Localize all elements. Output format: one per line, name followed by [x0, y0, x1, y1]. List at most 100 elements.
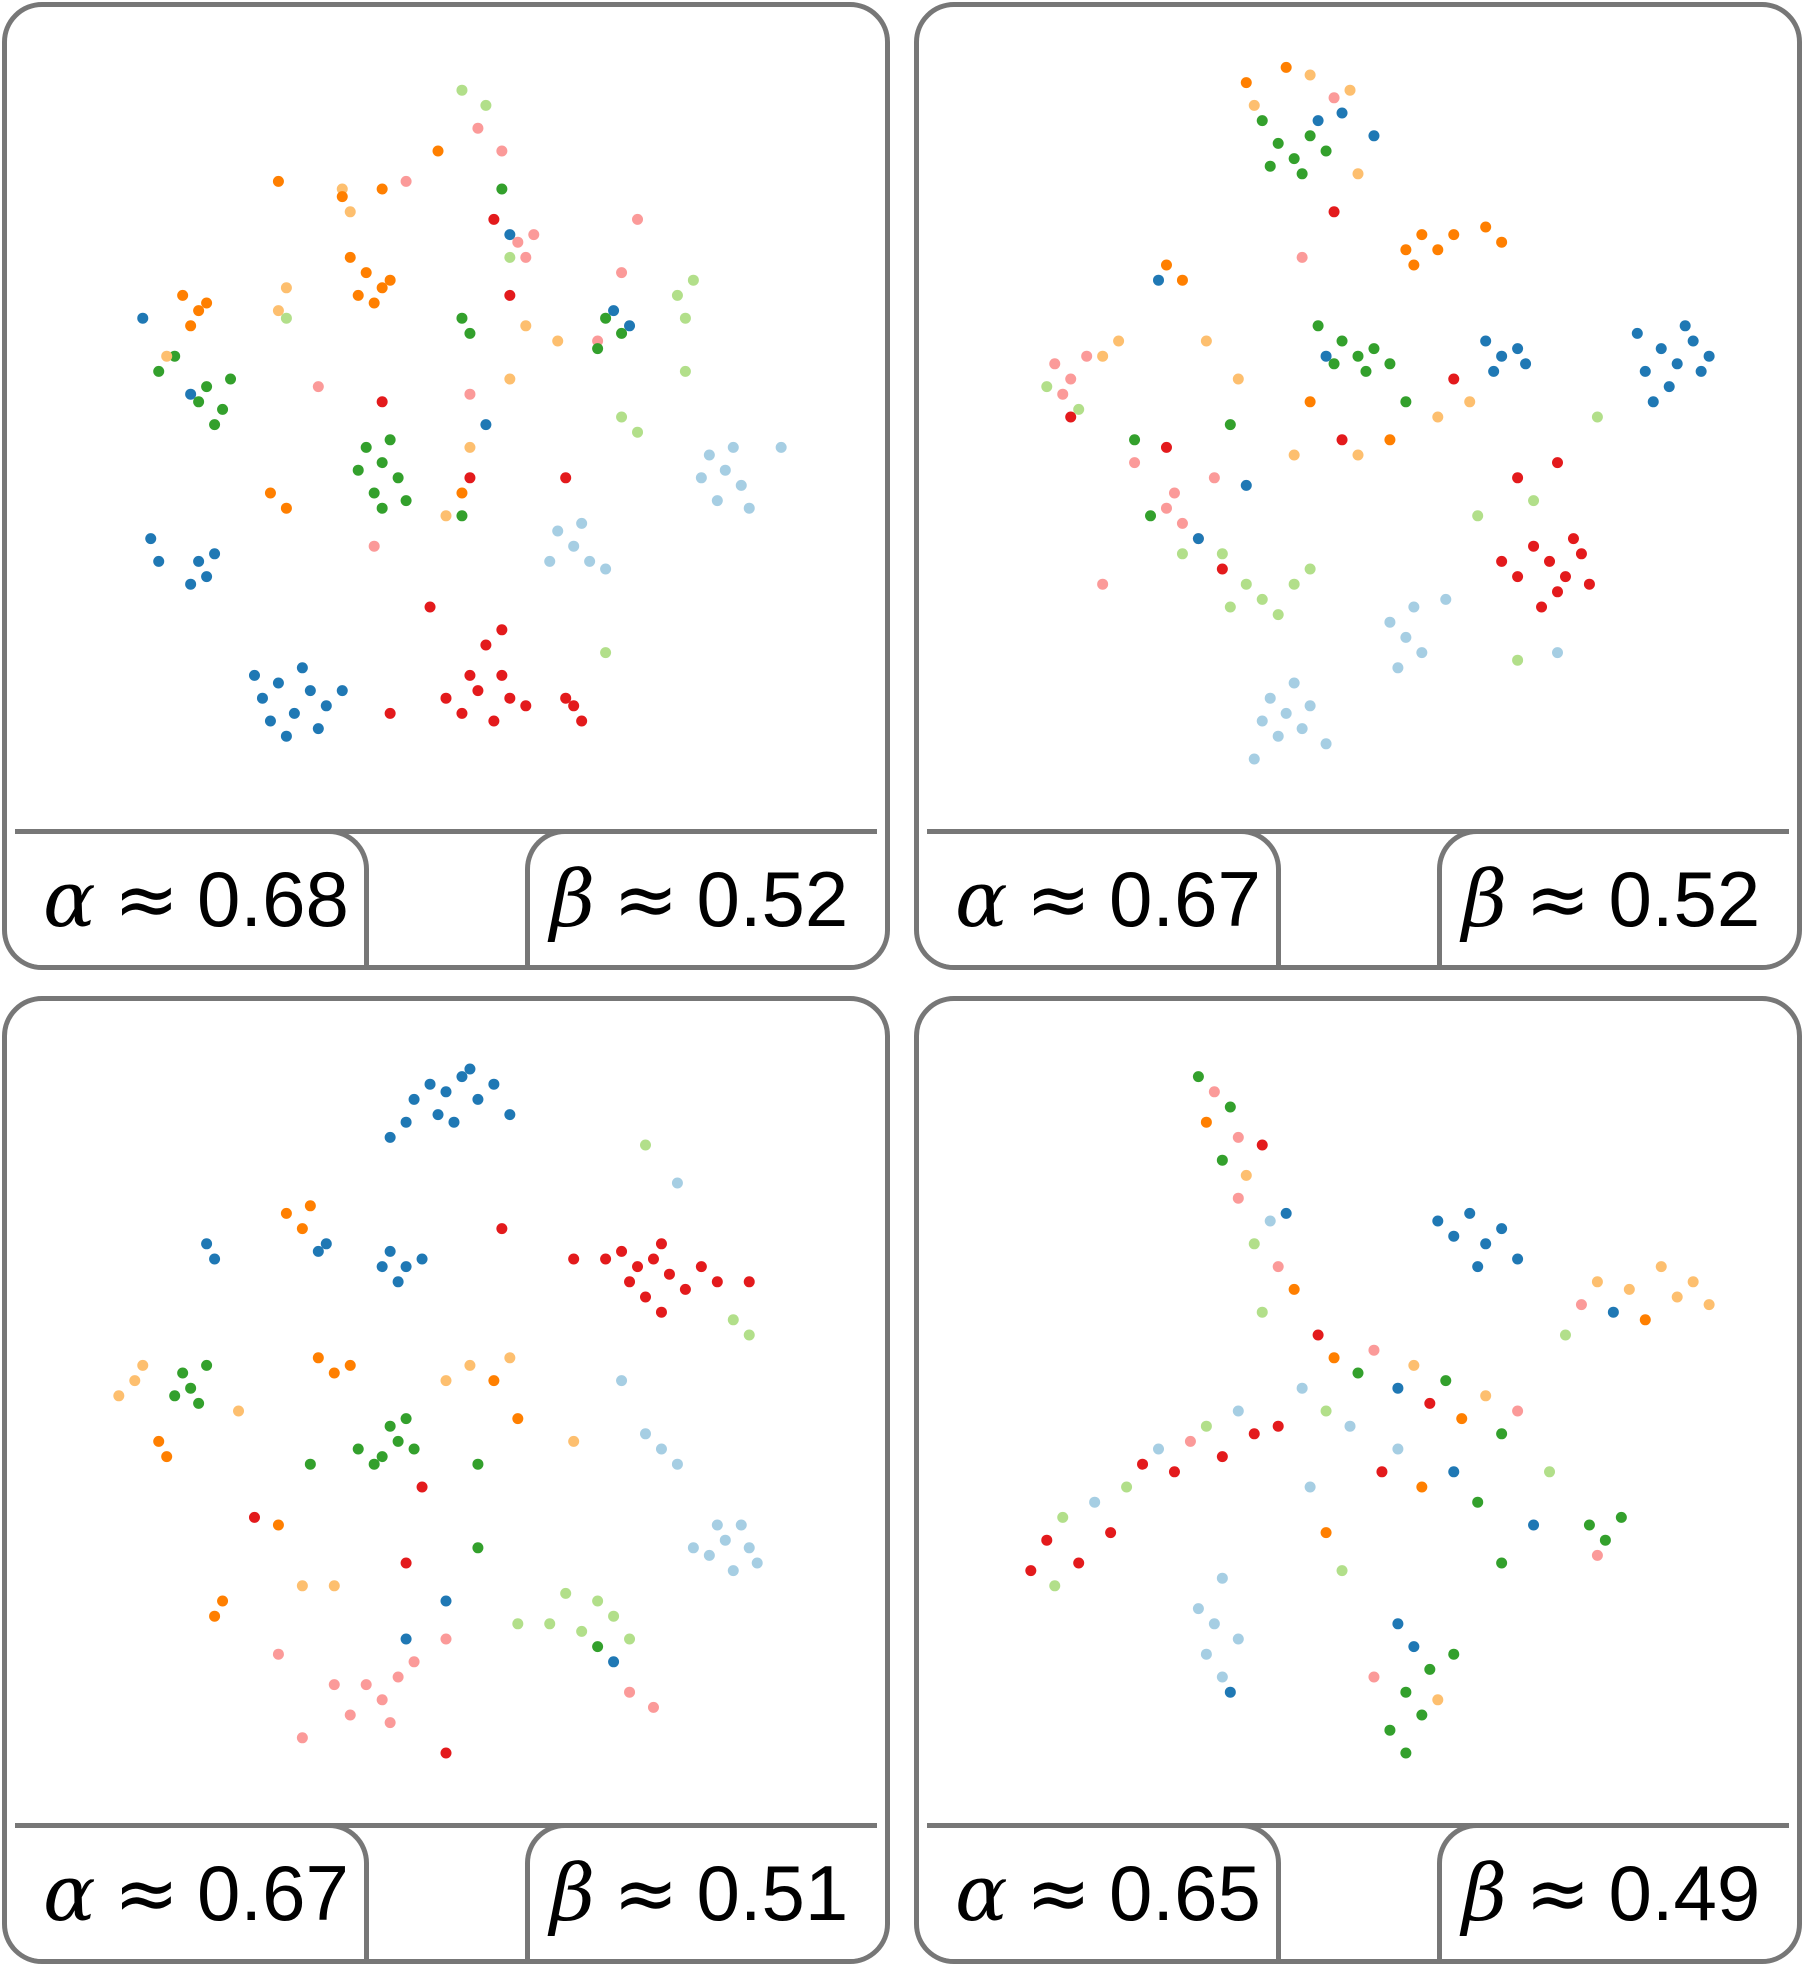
scatter-point: [568, 700, 580, 712]
scatter-point: [1200, 1116, 1212, 1128]
beta-value: 0.51: [696, 1849, 849, 1937]
scatter-point: [185, 1382, 197, 1394]
scatter-point: [1416, 1709, 1428, 1721]
scatter-point: [1464, 1207, 1476, 1219]
scatter-point: [1304, 563, 1316, 575]
alpha-symbol: α: [955, 1848, 1008, 1939]
scatter-point: [296, 1580, 308, 1592]
scatter-point: [1145, 510, 1157, 522]
scatter-point: [1137, 1458, 1149, 1470]
scatter-point: [1216, 1451, 1228, 1463]
scatter-point: [1200, 335, 1212, 347]
scatter-point: [376, 1451, 388, 1463]
beta-symbol: β: [1462, 854, 1508, 945]
scatter-point: [1591, 1549, 1603, 1561]
scatter-point: [544, 1618, 556, 1630]
scatter-point: [671, 1177, 683, 1189]
scatter-point: [376, 1694, 388, 1706]
scatter-point: [608, 305, 620, 317]
scatter-point: [1089, 1496, 1101, 1508]
scatter-point: [1264, 692, 1276, 704]
scatter-point: [1400, 1747, 1412, 1759]
scatter-point: [711, 1519, 723, 1531]
scatter-point: [376, 1261, 388, 1273]
scatter-point: [632, 213, 644, 225]
scatter-point: [432, 145, 444, 157]
scatter-point: [145, 533, 157, 545]
scatter-point: [280, 1207, 292, 1219]
scatter-point: [201, 571, 213, 583]
scatter-point: [1232, 1131, 1244, 1143]
scatter-point: [304, 1458, 316, 1470]
scatter-point: [504, 373, 516, 385]
scatter-point: [1583, 1519, 1595, 1531]
scatter-point: [1512, 343, 1524, 355]
scatter-point: [703, 449, 715, 461]
scatter-point: [1232, 1405, 1244, 1417]
scatter-point: [129, 1375, 141, 1387]
scatter-point: [384, 274, 396, 286]
scatter-point: [1416, 1481, 1428, 1493]
scatter-point: [488, 1375, 500, 1387]
alpha-label: α ≈0.68: [15, 829, 369, 965]
scatter-point: [1575, 548, 1587, 560]
scatter-point: [1432, 1694, 1444, 1706]
scatter-point: [560, 472, 572, 484]
beta-label: β ≈0.52: [1437, 829, 1789, 965]
scatter-point: [440, 692, 452, 704]
scatter-point: [751, 1557, 763, 1569]
scatter-point: [1583, 578, 1595, 590]
scatter-point: [185, 320, 197, 332]
scatter-point: [1153, 274, 1164, 286]
scatter-point: [1304, 396, 1316, 408]
scatter-point: [456, 312, 468, 324]
scatter-plot: [1025, 1071, 1715, 1759]
scatter-point: [687, 1542, 699, 1554]
scatter-point: [616, 1375, 628, 1387]
scatter-point: [344, 1359, 356, 1371]
scatter-point: [480, 99, 492, 111]
scatter-point: [352, 1443, 364, 1455]
divider: [15, 829, 877, 834]
scatter-point: [1272, 137, 1284, 149]
approx-sign: ≈: [613, 1848, 679, 1939]
scatter-point: [1408, 601, 1420, 613]
beta-symbol: β: [550, 1848, 596, 1939]
scatter-point: [1480, 1238, 1492, 1250]
scatter-point: [520, 320, 532, 332]
scatter-point: [504, 1352, 516, 1364]
scatter-point: [1472, 1496, 1484, 1508]
scatter-point: [1256, 1139, 1268, 1151]
scatter-point: [616, 1245, 628, 1257]
scatter-point: [1288, 578, 1300, 590]
scatter-point: [544, 555, 556, 567]
scatter-point: [1559, 1329, 1571, 1341]
scatter-point: [1344, 1420, 1356, 1432]
scatter-point: [456, 84, 468, 96]
scatter-point: [464, 1359, 476, 1371]
scatter-point: [1703, 350, 1715, 362]
scatter-plot: [113, 1063, 763, 1759]
scatter-point: [248, 1511, 260, 1523]
scatter-point: [1456, 1413, 1468, 1425]
beta-value: 0.52: [696, 855, 849, 943]
scatter-point: [1671, 1291, 1683, 1303]
scatter-point: [592, 343, 604, 355]
scatter-point: [233, 1405, 245, 1417]
scatter-point: [161, 1451, 173, 1463]
scatter-point: [1224, 601, 1236, 613]
scatter-point: [735, 479, 747, 491]
scatter-point: [703, 1549, 715, 1561]
scatter-point: [392, 1276, 404, 1288]
scatter-point: [1160, 259, 1172, 271]
scatter-point: [1280, 1207, 1292, 1219]
scatter-point: [671, 289, 683, 301]
scatter-point: [456, 1071, 468, 1083]
scatter-point: [272, 305, 284, 317]
scatter-point: [296, 1732, 308, 1744]
alpha-label: α ≈0.67: [927, 829, 1281, 965]
scatter-point: [1344, 84, 1356, 96]
scatter-point: [1320, 738, 1332, 750]
scatter-point: [1687, 1276, 1699, 1288]
scatter-point: [376, 396, 388, 408]
